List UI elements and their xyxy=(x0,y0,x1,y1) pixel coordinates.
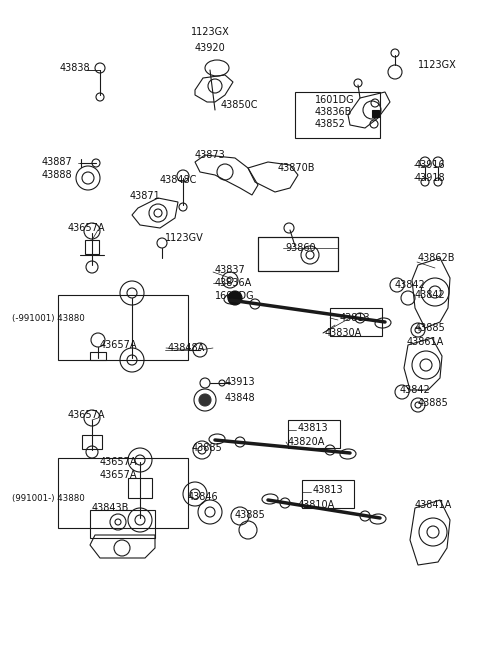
Text: 1601DG: 1601DG xyxy=(315,95,355,105)
Text: 43848A: 43848A xyxy=(168,343,205,353)
Text: 93860: 93860 xyxy=(285,243,316,253)
Text: 43848: 43848 xyxy=(225,393,256,403)
Text: 1123GV: 1123GV xyxy=(165,233,204,243)
Text: 43873: 43873 xyxy=(194,150,226,160)
Text: 43657A: 43657A xyxy=(100,457,137,467)
Text: 1123GX: 1123GX xyxy=(191,27,229,37)
Text: 43841A: 43841A xyxy=(415,500,452,510)
Text: 43918: 43918 xyxy=(415,173,445,183)
Bar xyxy=(82,435,102,449)
Bar xyxy=(330,308,382,336)
Text: 43913: 43913 xyxy=(225,377,256,387)
Bar xyxy=(288,420,340,448)
Text: 43657A: 43657A xyxy=(100,340,137,350)
Bar xyxy=(295,92,380,138)
Text: 43870B: 43870B xyxy=(278,163,315,173)
Text: 43885: 43885 xyxy=(192,443,223,453)
Text: 43861A: 43861A xyxy=(407,337,444,347)
Text: 43820A: 43820A xyxy=(288,437,325,447)
Text: 43916: 43916 xyxy=(415,160,445,170)
Text: 43846: 43846 xyxy=(188,492,218,502)
Bar xyxy=(90,352,106,360)
Text: 43871: 43871 xyxy=(130,191,161,201)
Bar xyxy=(372,110,379,117)
Text: 43813: 43813 xyxy=(340,313,371,323)
Text: 43657A: 43657A xyxy=(68,223,106,233)
Text: 43657A: 43657A xyxy=(68,410,106,420)
Text: 43885: 43885 xyxy=(235,510,266,520)
Text: 43838: 43838 xyxy=(60,63,90,73)
Text: 43862B: 43862B xyxy=(418,253,456,263)
Text: 43810A: 43810A xyxy=(298,500,335,510)
Circle shape xyxy=(199,394,211,406)
Text: 1123GX: 1123GX xyxy=(418,60,457,70)
Text: 43830A: 43830A xyxy=(325,328,362,338)
Bar xyxy=(90,510,155,538)
Text: 43848C: 43848C xyxy=(160,175,197,185)
Bar xyxy=(258,237,338,271)
Bar xyxy=(58,295,188,360)
Bar xyxy=(302,480,354,508)
Text: 43836A: 43836A xyxy=(215,278,252,288)
Text: 43843B: 43843B xyxy=(92,503,130,513)
Text: 43888: 43888 xyxy=(42,170,72,180)
Text: 43813: 43813 xyxy=(313,485,344,495)
Circle shape xyxy=(228,291,242,305)
Bar xyxy=(258,237,338,271)
Text: 43885: 43885 xyxy=(418,398,449,408)
Text: 43920: 43920 xyxy=(194,43,226,53)
Bar xyxy=(58,458,188,528)
Text: 43837: 43837 xyxy=(215,265,246,275)
Text: 43852: 43852 xyxy=(315,119,346,129)
Text: (991001-) 43880: (991001-) 43880 xyxy=(12,493,85,502)
Text: 43842: 43842 xyxy=(395,280,426,290)
Text: 43842: 43842 xyxy=(415,290,446,300)
Text: 1601DG: 1601DG xyxy=(215,291,254,301)
Bar xyxy=(85,240,99,254)
Bar xyxy=(128,478,152,498)
Text: 43657A: 43657A xyxy=(100,470,137,480)
Text: 43885: 43885 xyxy=(415,323,446,333)
Text: 43813: 43813 xyxy=(298,423,329,433)
Text: 43836B: 43836B xyxy=(315,107,352,117)
Text: 43887: 43887 xyxy=(42,157,73,167)
Text: 43850C: 43850C xyxy=(220,100,258,110)
Text: 43842: 43842 xyxy=(400,385,431,395)
Text: (-991001) 43880: (-991001) 43880 xyxy=(12,314,85,322)
